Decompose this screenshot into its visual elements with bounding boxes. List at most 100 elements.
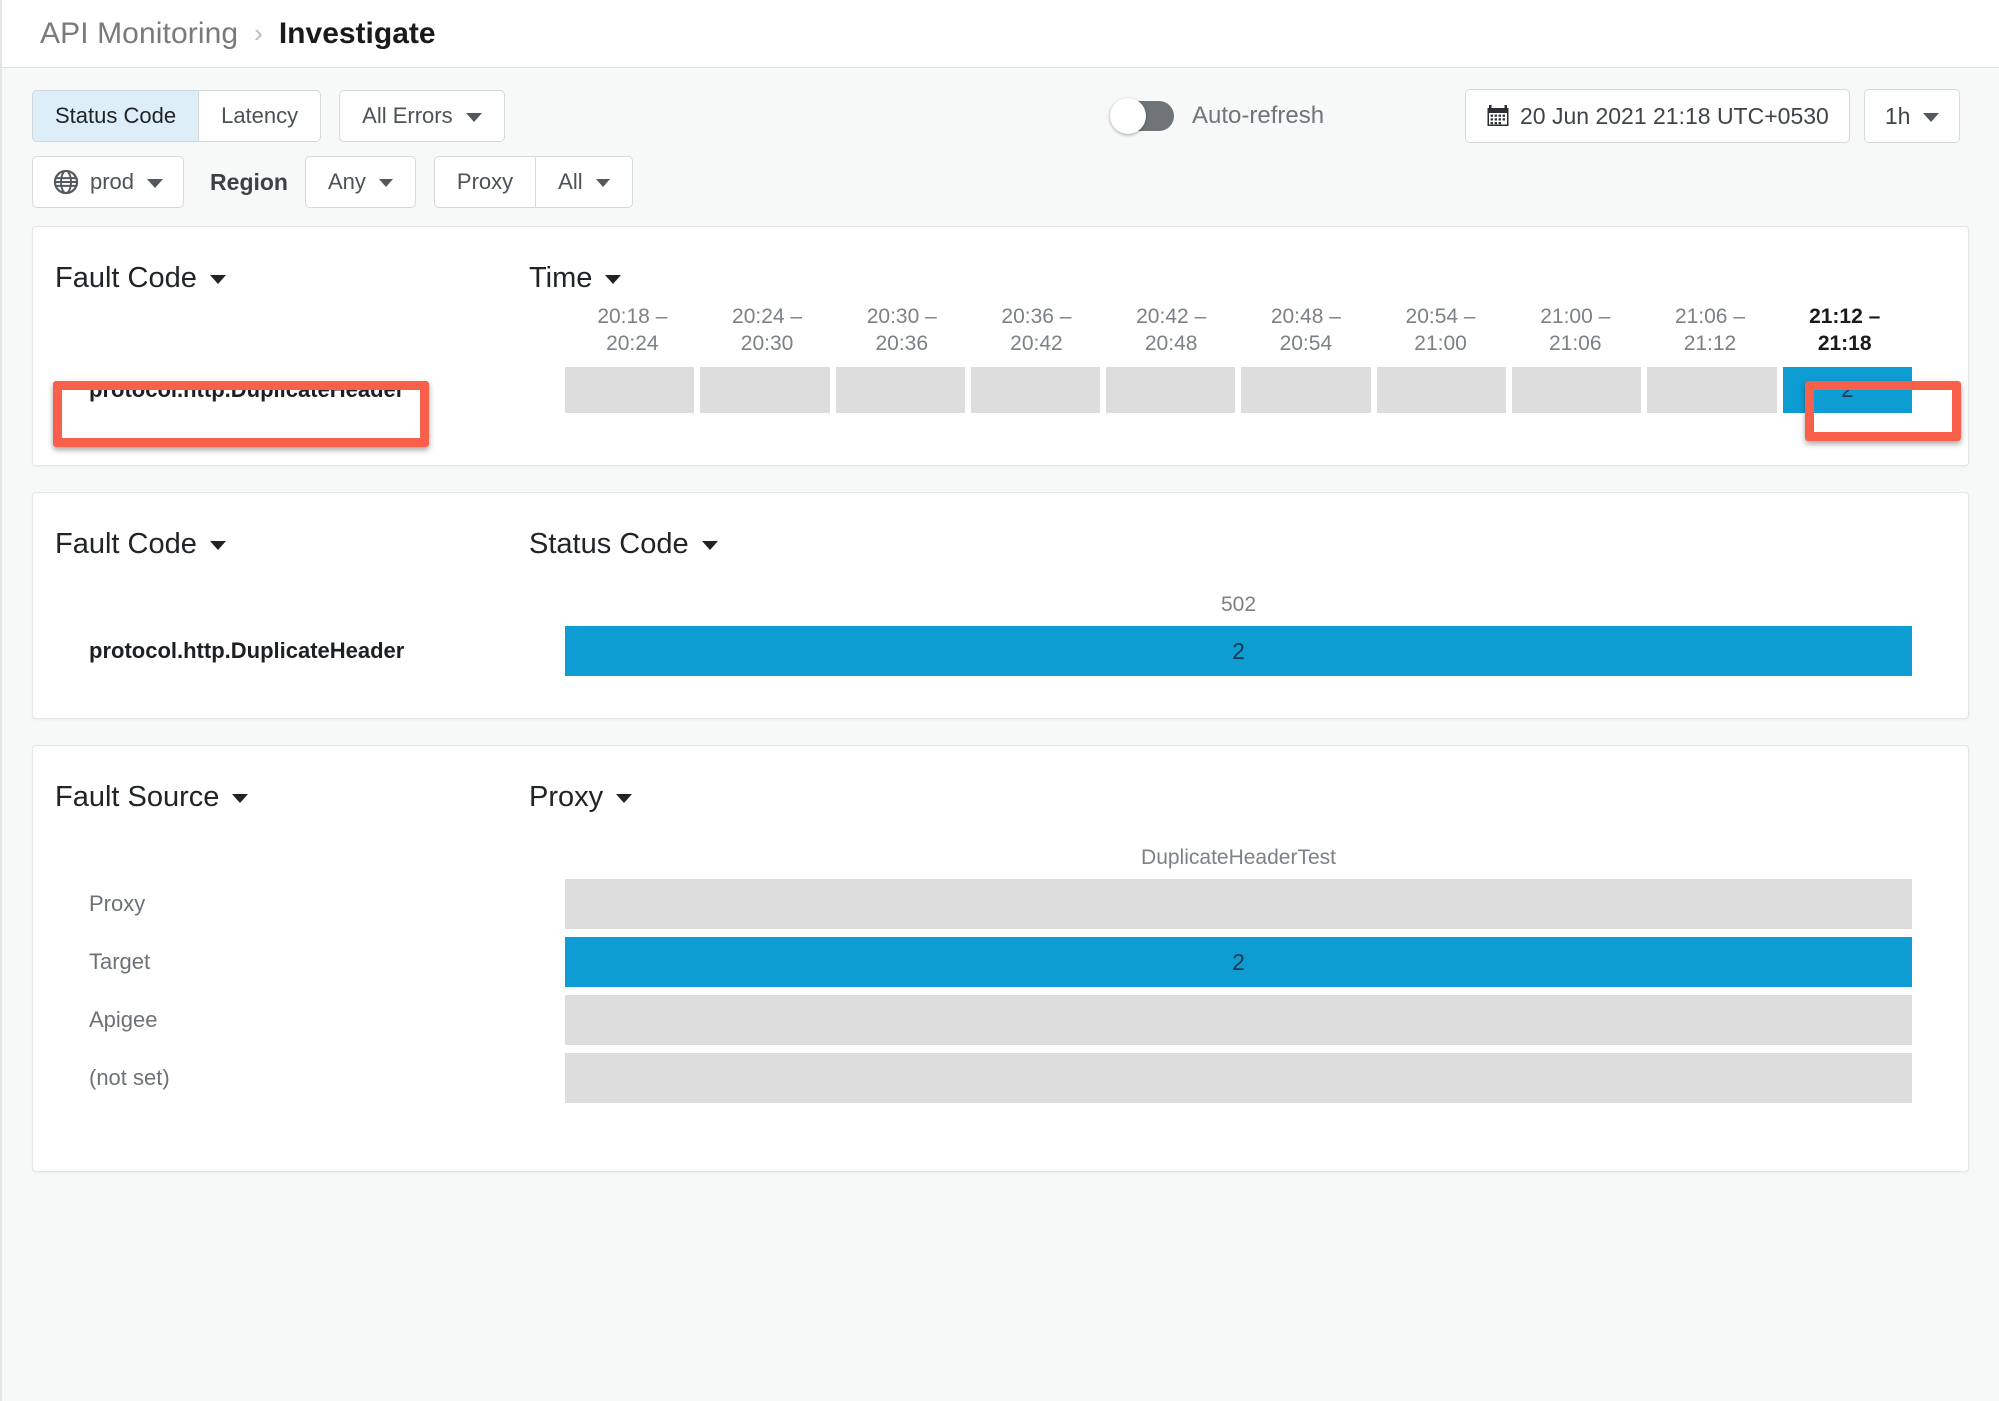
auto-refresh-toggle[interactable] <box>1110 98 1174 134</box>
filters-toolbar: Status Code Latency All Errors Auto-refr… <box>2 68 1999 226</box>
column-header-line2: 20:24 <box>606 332 659 355</box>
card-3-grid: DuplicateHeaderTest Proxy Target 2 Apige… <box>33 822 1968 1127</box>
environment-label: prod <box>90 169 135 194</box>
column-header-line1: 20:18 – <box>597 305 668 328</box>
region-dropdown[interactable]: Any <box>305 156 416 208</box>
row-label-fault-code[interactable]: protocol.http.DuplicateHeader <box>89 638 405 663</box>
breadcrumb-root[interactable]: API Monitoring <box>40 16 239 50</box>
column-header-line1: 21:12 – <box>1809 305 1881 328</box>
table-row: Target 2 <box>33 937 1968 987</box>
toolbar-row-secondary: prod Region Any Proxy All <box>32 156 1969 208</box>
card-3-header: Fault Source Proxy <box>33 746 1968 822</box>
error-filter-dropdown[interactable]: All Errors <box>339 90 505 142</box>
card-fault-source-by-proxy: Fault Source Proxy DuplicateHeaderTest P… <box>32 745 1969 1172</box>
column-header-line2: 20:42 <box>1010 332 1063 355</box>
column-header: 20:54 – 21:00 <box>1373 303 1508 357</box>
value-bar[interactable]: 2 <box>565 626 1912 676</box>
proxy-value-label: All <box>558 169 583 194</box>
value-bar[interactable] <box>565 879 1912 929</box>
chevron-down-icon <box>595 179 610 187</box>
calendar-icon <box>1487 105 1509 126</box>
row-label-target[interactable]: Target <box>89 949 151 974</box>
card-1-header: Fault Code Time <box>33 227 1968 303</box>
col-dimension-selector-3[interactable]: Proxy <box>529 781 633 814</box>
tab-status-code[interactable]: Status Code <box>32 90 200 142</box>
card-3-bars <box>565 1053 1912 1103</box>
card-3-bars <box>565 879 1912 929</box>
heatmap-cell[interactable] <box>1106 367 1236 413</box>
time-range-label: 1h <box>1884 102 1911 129</box>
column-header-line1: 20:54 – <box>1405 305 1476 328</box>
row-label-not-set[interactable]: (not set) <box>89 1065 170 1090</box>
card-1-grid: 20:18 – 20:24 20:24 – 20:30 20:30 – 20:3… <box>33 303 1968 459</box>
auto-refresh-label: Auto-refresh <box>1192 102 1325 129</box>
column-header-line1: 21:00 – <box>1540 305 1611 328</box>
column-header-line1: 20:30 – <box>866 305 937 328</box>
table-row: (not set) <box>33 1053 1968 1103</box>
row-label-fault-code[interactable]: protocol.http.DuplicateHeader <box>89 377 405 402</box>
column-header-selected: 21:12 – 21:18 <box>1777 303 1912 357</box>
card-1-column-headers: 20:18 – 20:24 20:24 – 20:30 20:30 – 20:3… <box>565 303 1912 357</box>
row-dimension-selector-1[interactable]: Fault Code <box>55 262 529 295</box>
chevron-down-icon <box>701 540 718 550</box>
column-header-line1: 20:24 – <box>732 305 803 328</box>
time-range-dropdown[interactable]: 1h <box>1863 89 1961 143</box>
date-range-label: 20 Jun 2021 21:18 UTC+0530 <box>1520 102 1829 129</box>
heatmap-cell[interactable] <box>1512 367 1642 413</box>
heatmap-cell[interactable] <box>1647 367 1777 413</box>
heatmap-cell[interactable] <box>1241 367 1371 413</box>
chevron-down-icon <box>232 793 249 803</box>
value-bar[interactable] <box>565 995 1912 1045</box>
heatmap-cell[interactable] <box>1376 367 1507 413</box>
proxy-value-dropdown[interactable]: All <box>535 156 633 208</box>
proxy-filter-button[interactable]: Proxy <box>433 156 537 208</box>
environment-dropdown[interactable]: prod <box>32 156 185 208</box>
heatmap-cell[interactable] <box>565 367 695 413</box>
column-header: 20:24 – 20:30 <box>700 303 835 357</box>
column-header-line1: 20:42 – <box>1136 305 1207 328</box>
row-label-proxy[interactable]: Proxy <box>89 891 146 916</box>
table-row: Proxy <box>33 879 1968 929</box>
region-value-label: Any <box>328 169 366 194</box>
card-2-header: Fault Code Status Code <box>33 493 1968 569</box>
col-dimension-label-2: Status Code <box>529 527 689 560</box>
row-dimension-selector-2[interactable]: Fault Code <box>55 528 529 561</box>
column-header: DuplicateHeaderTest <box>1141 846 1336 869</box>
column-header: 20:18 – 20:24 <box>565 303 700 357</box>
time-controls: 20 Jun 2021 21:18 UTC+0530 1h <box>1465 89 1961 143</box>
chevron-down-icon <box>465 112 482 122</box>
card-3-bars <box>565 995 1912 1045</box>
value-bar[interactable]: 2 <box>565 937 1912 987</box>
row-label-apigee[interactable]: Apigee <box>89 1007 158 1032</box>
column-header: 21:06 – 21:12 <box>1643 303 1778 357</box>
column-header-line2: 21:06 <box>1548 332 1602 355</box>
value-bar[interactable] <box>565 1053 1912 1103</box>
tab-latency[interactable]: Latency <box>198 90 322 142</box>
proxy-filter-label: Proxy <box>456 169 514 194</box>
heatmap-cell[interactable] <box>970 367 1101 413</box>
col-dimension-selector-2[interactable]: Status Code <box>529 528 718 561</box>
table-row: protocol.http.DuplicateHeader 2 <box>33 626 1968 676</box>
col-dimension-selector-1[interactable]: Time <box>529 262 622 295</box>
heatmap-cell[interactable] <box>835 367 965 413</box>
row-dimension-label-3: Fault Source <box>55 780 220 813</box>
column-header-line2: 20:54 <box>1279 332 1333 355</box>
card-2-grid: 502 protocol.http.DuplicateHeader 2 <box>33 569 1968 700</box>
heatmap-cell[interactable] <box>700 367 830 413</box>
column-header-line2: 20:36 <box>875 332 929 355</box>
column-header-line2: 21:18 <box>1817 332 1872 355</box>
column-header: 20:30 – 20:36 <box>834 303 969 357</box>
column-header-line2: 21:12 <box>1683 332 1737 355</box>
column-header-line1: 20:36 – <box>1001 305 1072 328</box>
date-range-picker[interactable]: 20 Jun 2021 21:18 UTC+0530 <box>1465 89 1850 143</box>
breadcrumb-separator-icon: › <box>254 18 263 48</box>
table-row: protocol.http.DuplicateHeader 2 <box>33 367 1968 447</box>
auto-refresh-group: Auto-refresh <box>1110 98 1325 134</box>
row-dimension-selector-3[interactable]: Fault Source <box>55 781 529 814</box>
toolbar-row-primary: Status Code Latency All Errors Auto-refr… <box>32 89 1969 143</box>
heatmap-cell-selected[interactable]: 2 <box>1782 367 1912 413</box>
page-title: Investigate <box>278 16 436 50</box>
chevron-down-icon <box>616 793 633 803</box>
column-header-line2: 20:30 <box>740 332 794 355</box>
tab-status-code-label: Status Code <box>55 103 177 128</box>
